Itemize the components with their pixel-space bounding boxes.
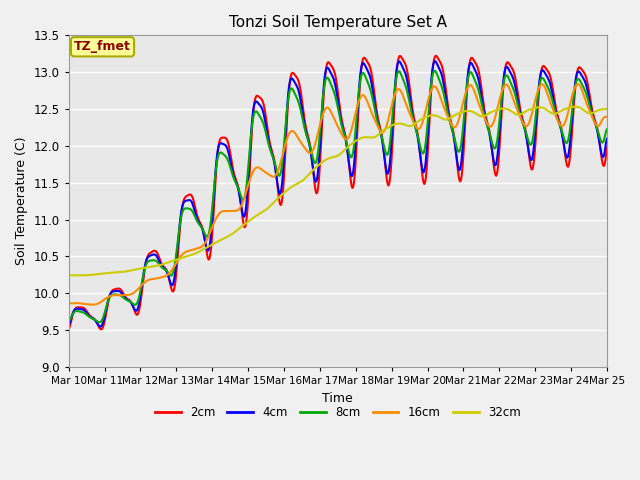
Title: Tonzi Soil Temperature Set A: Tonzi Soil Temperature Set A <box>229 15 447 30</box>
Legend: 2cm, 4cm, 8cm, 16cm, 32cm: 2cm, 4cm, 8cm, 16cm, 32cm <box>150 402 525 424</box>
X-axis label: Time: Time <box>323 392 353 405</box>
Y-axis label: Soil Temperature (C): Soil Temperature (C) <box>15 137 28 265</box>
Text: TZ_fmet: TZ_fmet <box>74 40 131 53</box>
